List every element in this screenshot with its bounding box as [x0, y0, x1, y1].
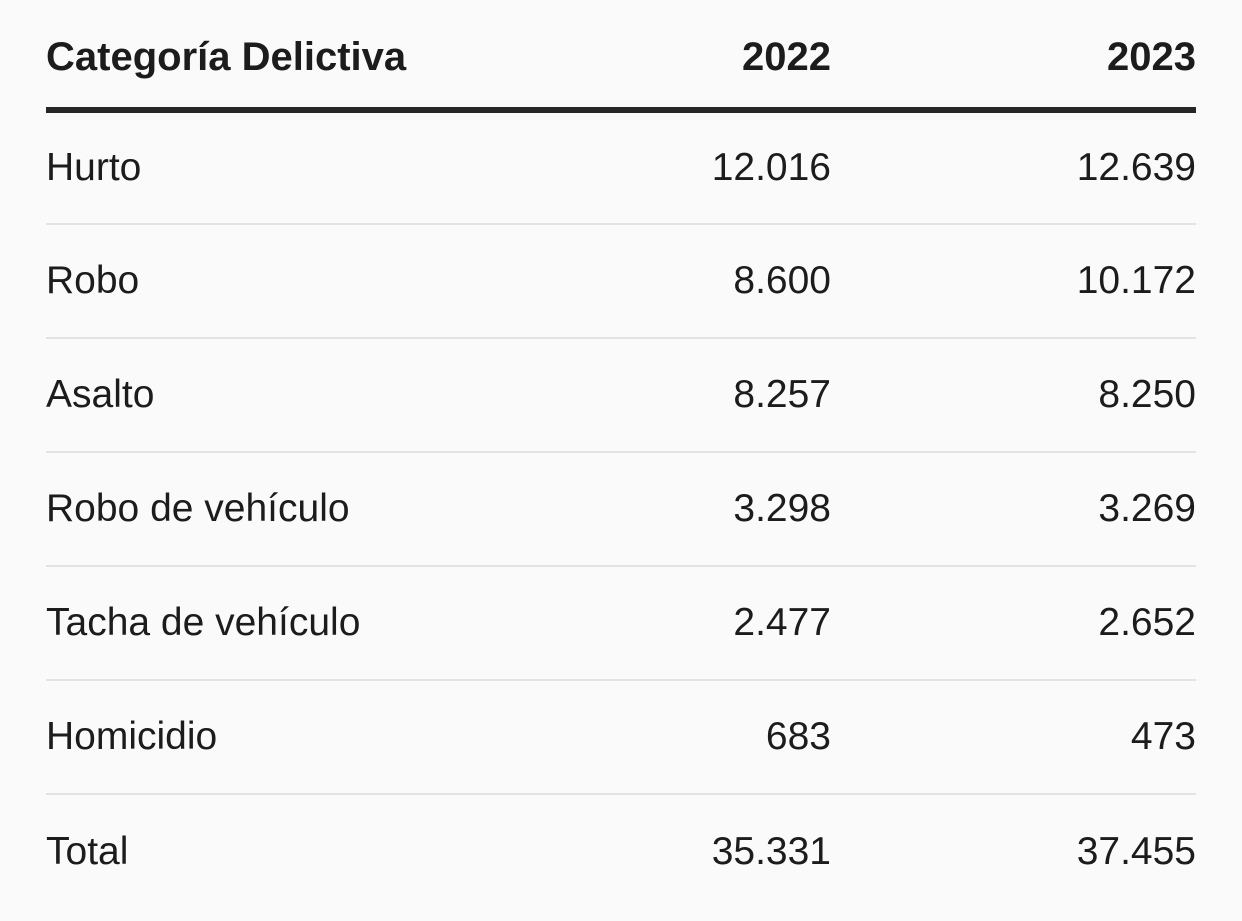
column-header-category: Categoría Delictiva	[46, 0, 631, 113]
total-value-2023: 37.455	[1076, 829, 1196, 873]
row-value-2023: 2.652	[831, 566, 1196, 681]
column-header-year-2023: 2023	[831, 0, 1196, 113]
total-value-2022: 35.331	[711, 829, 831, 873]
row-value-2022: 2.477	[631, 566, 831, 681]
table-header-row: Categoría Delictiva 2022 2023	[46, 0, 1196, 113]
table-row: Tacha de vehículo 2.477 2.652	[46, 566, 1196, 681]
row-category: Robo	[46, 224, 631, 339]
row-category: Hurto	[46, 110, 631, 225]
table-row: Hurto 12.016 12.639	[46, 110, 1196, 225]
row-value-2023: 473	[831, 680, 1196, 795]
row-category: Tacha de vehículo	[46, 566, 631, 681]
row-value-2022: 12.016	[631, 110, 831, 225]
column-header-year-2022: 2022	[631, 0, 831, 113]
table-total-row: Total 35.331 37.455	[46, 794, 1196, 908]
row-category: Asalto	[46, 338, 631, 453]
row-category: Robo de vehículo	[46, 452, 631, 567]
row-value-2022: 3.298	[631, 452, 831, 567]
row-value-2023: 10.172	[831, 224, 1196, 339]
row-value-2022: 8.257	[631, 338, 831, 453]
total-label: Total	[46, 829, 129, 873]
row-value-2023: 12.639	[831, 110, 1196, 225]
table-row: Robo 8.600 10.172	[46, 224, 1196, 339]
table-row: Asalto 8.257 8.250	[46, 338, 1196, 453]
table-row: Homicidio 683 473	[46, 680, 1196, 795]
row-value-2022: 8.600	[631, 224, 831, 339]
row-category: Homicidio	[46, 680, 631, 795]
row-value-2023: 8.250	[831, 338, 1196, 453]
crime-statistics-table: Categoría Delictiva 2022 2023 Hurto 12.0…	[46, 0, 1196, 908]
crime-statistics-table-container: Categoría Delictiva 2022 2023 Hurto 12.0…	[46, 0, 1196, 908]
row-value-2023: 3.269	[831, 452, 1196, 567]
row-value-2022: 683	[631, 680, 831, 795]
table-row: Robo de vehículo 3.298 3.269	[46, 452, 1196, 567]
